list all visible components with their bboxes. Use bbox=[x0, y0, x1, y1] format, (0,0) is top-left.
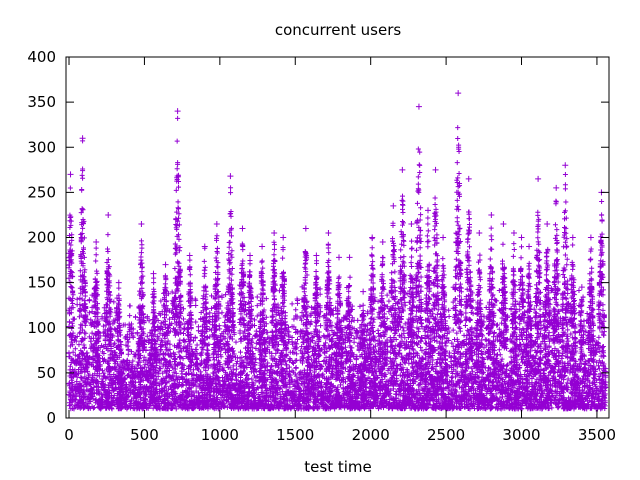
y-tick-150: 150 bbox=[27, 274, 609, 292]
peak-point-38 bbox=[510, 229, 517, 236]
peak-point-16 bbox=[271, 229, 278, 236]
x-tick-label: 2500 bbox=[427, 426, 465, 444]
peak-point-18 bbox=[302, 225, 309, 232]
peak-point-13 bbox=[239, 225, 246, 232]
peak-point-34 bbox=[465, 175, 472, 182]
x-tick-1000: 1000 bbox=[201, 57, 239, 444]
data-points bbox=[66, 90, 609, 412]
peak-point-5 bbox=[138, 220, 145, 227]
x-tick-1500: 1500 bbox=[276, 57, 314, 444]
y-tick-100: 100 bbox=[27, 319, 609, 337]
x-tick-label: 1500 bbox=[276, 426, 314, 444]
peak-point-40 bbox=[526, 243, 533, 250]
x-tick-0: 0 bbox=[64, 57, 74, 444]
peak-point-33 bbox=[455, 90, 462, 97]
x-axis-label: test time bbox=[304, 458, 371, 476]
peak-point-47 bbox=[587, 234, 594, 241]
x-tick-3000: 3000 bbox=[502, 57, 541, 444]
peak-point-42 bbox=[544, 220, 551, 227]
x-tick-label: 500 bbox=[130, 426, 159, 444]
peak-point-27 bbox=[399, 166, 406, 173]
scatter-markers bbox=[66, 115, 609, 412]
peak-point-35 bbox=[476, 229, 483, 236]
x-tick-label: 3500 bbox=[578, 426, 616, 444]
peak-point-7 bbox=[162, 261, 169, 268]
y-tick-350: 350 bbox=[27, 93, 609, 111]
y-tick-label: 350 bbox=[27, 93, 56, 111]
peak-point-19 bbox=[313, 252, 320, 259]
peak-point-1 bbox=[79, 135, 86, 142]
x-tick-500: 500 bbox=[130, 57, 159, 444]
peak-point-46 bbox=[578, 284, 585, 291]
peak-point-39 bbox=[518, 234, 525, 241]
peak-point-31 bbox=[432, 166, 439, 173]
peak-point-2 bbox=[93, 239, 100, 246]
peak-point-4 bbox=[115, 279, 122, 286]
y-tick-label: 150 bbox=[27, 274, 56, 292]
peak-point-22 bbox=[346, 254, 353, 261]
axis-ticks: 0 50 100 150 200 250 300 350 400 0 500 1000 1500 2000… bbox=[27, 48, 616, 444]
y-tick-400: 400 bbox=[27, 48, 609, 66]
peak-point-11 bbox=[213, 220, 220, 227]
peak-point-29 bbox=[415, 103, 422, 110]
peak-point-30 bbox=[425, 207, 431, 214]
peak-point-26 bbox=[390, 202, 397, 209]
y-tick-label: 200 bbox=[27, 229, 56, 247]
peak-point-0 bbox=[67, 171, 74, 178]
peak-point-23 bbox=[360, 288, 367, 295]
y-tick-250: 250 bbox=[27, 183, 609, 201]
x-tick-label: 1000 bbox=[201, 426, 239, 444]
peak-point-36 bbox=[488, 211, 495, 218]
peak-point-45 bbox=[569, 234, 576, 241]
peak-point-24 bbox=[369, 234, 376, 241]
y-tick-200: 200 bbox=[27, 229, 609, 247]
peak-point-28 bbox=[408, 220, 415, 227]
peak-point-9 bbox=[186, 252, 193, 259]
y-tick-50: 50 bbox=[37, 364, 609, 382]
peak-point-37 bbox=[500, 220, 507, 227]
peak-point-8 bbox=[174, 108, 181, 115]
peak-point-14 bbox=[247, 252, 254, 259]
y-tick-label: 250 bbox=[27, 183, 56, 201]
x-tick-2000: 2000 bbox=[352, 57, 390, 444]
y-tick-label: 400 bbox=[27, 48, 56, 66]
x-tick-2500: 2500 bbox=[427, 57, 465, 444]
peak-point-32 bbox=[440, 234, 447, 241]
y-tick-label: 300 bbox=[27, 138, 56, 156]
x-tick-label: 0 bbox=[64, 426, 74, 444]
peak-point-12 bbox=[227, 173, 234, 180]
x-tick-label: 3000 bbox=[502, 426, 540, 444]
y-tick-label: 0 bbox=[46, 409, 56, 427]
peak-point-6 bbox=[150, 270, 157, 277]
peak-point-15 bbox=[259, 243, 266, 250]
y-tick-label: 50 bbox=[37, 364, 56, 382]
peak-point-17 bbox=[280, 234, 287, 241]
peak-point-25 bbox=[379, 239, 386, 246]
y-tick-0: 0 bbox=[46, 409, 609, 427]
peak-point-21 bbox=[336, 254, 343, 261]
chart-title: concurrent users bbox=[275, 21, 402, 39]
peak-point-20 bbox=[325, 229, 332, 236]
peak-point-43 bbox=[553, 184, 560, 191]
peak-point-44 bbox=[562, 162, 569, 169]
x-tick-label: 2000 bbox=[352, 426, 390, 444]
peak-point-3 bbox=[105, 211, 112, 218]
peak-point-41 bbox=[535, 175, 542, 182]
peak-point-10 bbox=[201, 243, 208, 250]
y-tick-300: 300 bbox=[27, 138, 609, 156]
x-tick-3500: 3500 bbox=[578, 57, 616, 444]
y-tick-label: 100 bbox=[27, 319, 56, 337]
